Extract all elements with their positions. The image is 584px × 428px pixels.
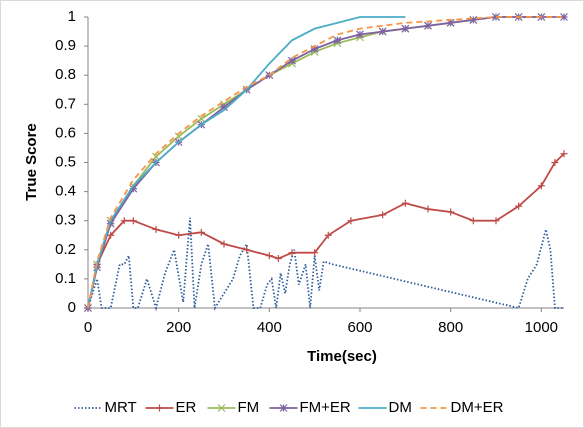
point-marker [197, 228, 205, 236]
legend-marker [156, 404, 163, 412]
x-tick-label: 600 [347, 319, 372, 336]
point-marker [175, 231, 183, 239]
point-marker [129, 217, 137, 225]
series-line [87, 153, 565, 309]
y-tick-label: 1 [68, 8, 76, 25]
point-marker [378, 27, 387, 36]
point-marker [129, 184, 138, 193]
x-tick-label: 400 [257, 319, 282, 336]
point-marker [310, 45, 319, 53]
point-marker [424, 205, 432, 213]
point-marker [120, 217, 128, 225]
point-marker [551, 159, 559, 166]
y-tick-label: 0.5 [55, 153, 76, 170]
point-marker [537, 182, 545, 190]
legend-marker [217, 404, 226, 412]
y-tick-label: 0.2 [55, 241, 76, 258]
legend-label: ER [176, 399, 197, 416]
point-marker [446, 18, 455, 27]
legend-label: MRT [105, 399, 137, 416]
legend-label: DM [389, 399, 412, 416]
legend-marker [279, 404, 288, 412]
y-tick-label: 0.6 [55, 124, 76, 141]
point-marker [197, 114, 206, 123]
legend-label: FM+ER [300, 399, 351, 416]
point-marker [288, 249, 296, 257]
point-marker [107, 231, 115, 239]
point-marker [447, 208, 455, 216]
point-marker [274, 255, 282, 263]
point-marker [243, 246, 251, 254]
series-line [87, 16, 406, 309]
y-tick-label: 0 [68, 299, 76, 316]
series-line [87, 16, 564, 309]
series-line [87, 217, 564, 312]
point-marker [379, 211, 387, 219]
point-marker [469, 15, 478, 24]
point-marker [265, 252, 273, 260]
point-marker [401, 24, 410, 33]
point-marker [347, 217, 355, 225]
y-tick-label: 0.8 [55, 66, 76, 83]
point-marker [560, 13, 568, 21]
point-marker [324, 231, 332, 239]
point-marker [333, 36, 342, 45]
point-marker [424, 21, 432, 30]
y-tick-label: 0.3 [55, 212, 76, 229]
point-marker [152, 152, 160, 161]
point-marker [288, 56, 296, 65]
x-tick-label: 200 [166, 319, 191, 336]
legend-label: FM [238, 399, 260, 416]
point-marker [174, 132, 183, 141]
point-marker [492, 217, 500, 225]
point-marker [311, 249, 319, 257]
point-marker [515, 202, 523, 210]
x-tick-label: 0 [84, 319, 92, 336]
point-marker [220, 240, 228, 248]
point-marker [492, 13, 500, 21]
y-tick-label: 0.4 [55, 183, 76, 200]
y-axis-title: True Score [23, 123, 40, 201]
y-tick-label: 0.7 [55, 95, 76, 112]
x-tick-label: 800 [438, 319, 463, 336]
point-marker [560, 150, 568, 158]
x-tick-label: 1000 [525, 319, 558, 336]
point-marker [152, 225, 160, 233]
x-axis-title: Time(sec) [307, 348, 377, 365]
y-tick-label: 0.1 [55, 270, 76, 287]
point-marker [220, 103, 228, 112]
point-marker [401, 199, 409, 207]
y-tick-label: 0.9 [55, 37, 76, 54]
point-marker [469, 217, 477, 225]
legend-label: DM+ER [451, 399, 504, 416]
point-marker [356, 30, 364, 39]
